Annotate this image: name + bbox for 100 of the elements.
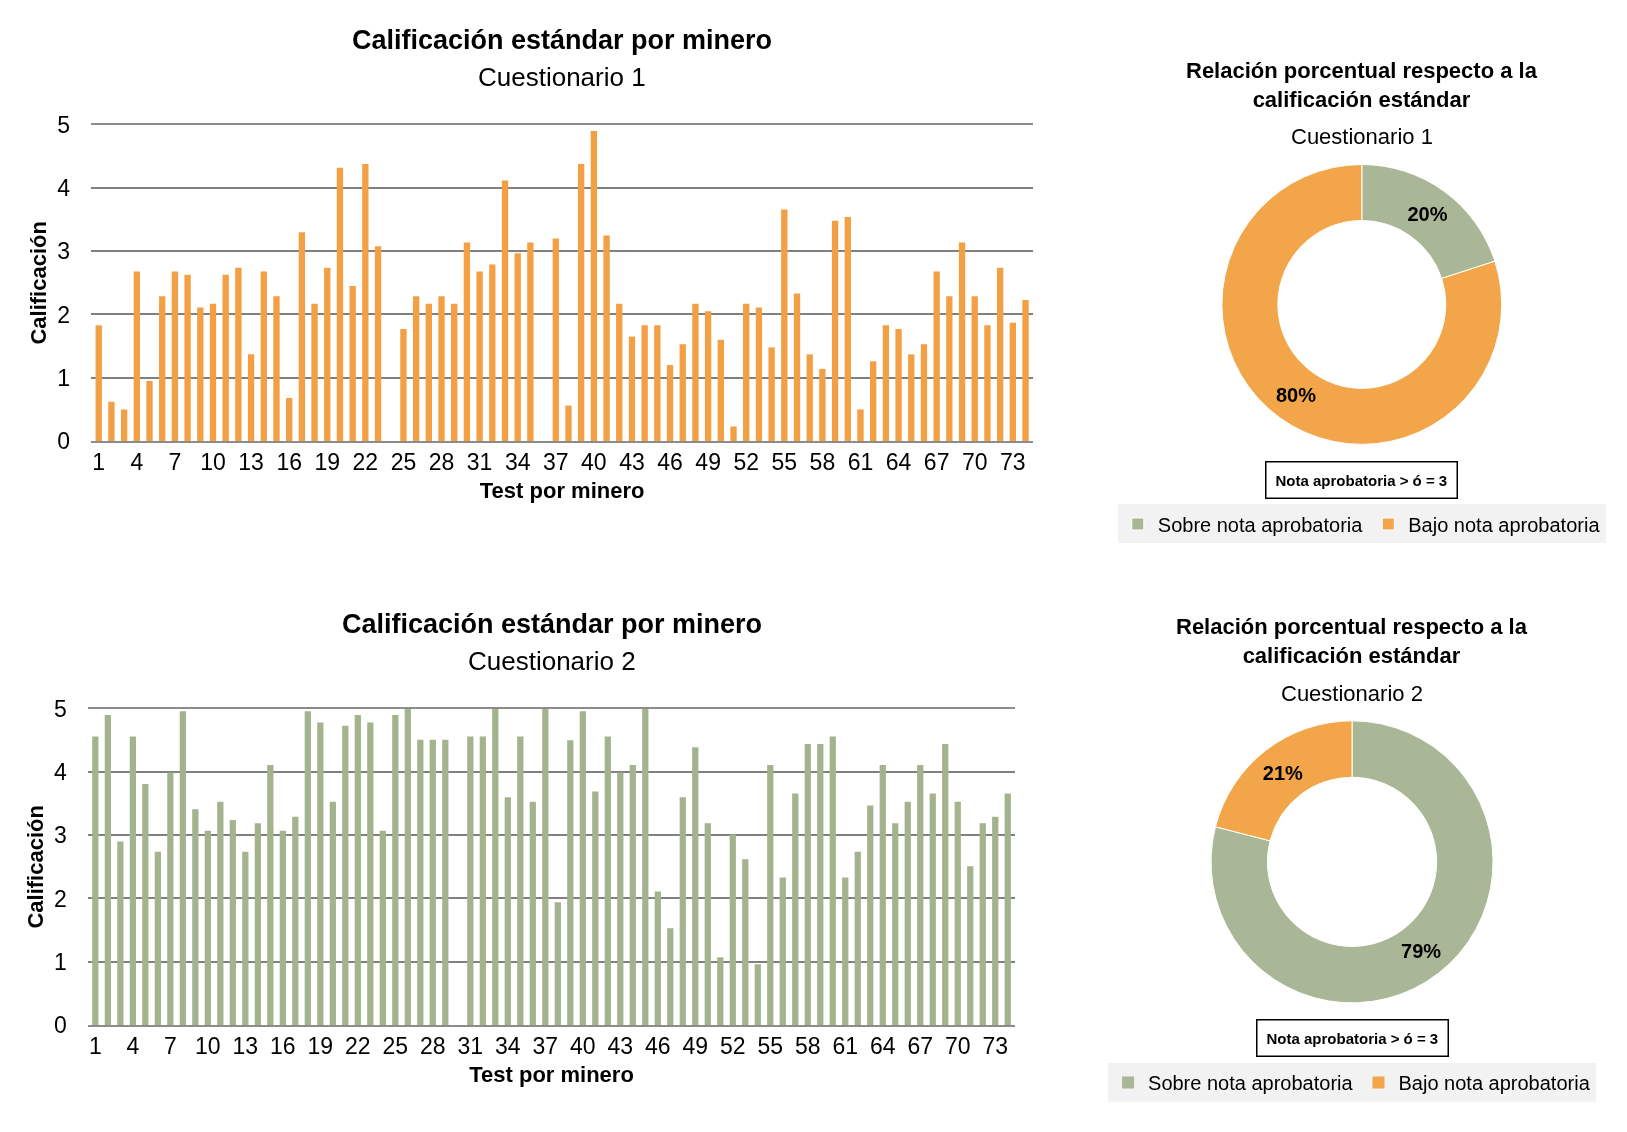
bar — [492, 708, 499, 1025]
bar — [504, 797, 511, 1025]
chart-title: Calificación estándar por minero — [342, 609, 763, 639]
bar — [942, 744, 949, 1025]
bar — [754, 964, 761, 1025]
bar — [142, 783, 149, 1025]
bar — [222, 274, 229, 442]
x-tick-label: 7 — [168, 449, 182, 476]
bar — [617, 772, 624, 1025]
bar — [742, 859, 749, 1025]
y-tick-label: 5 — [54, 695, 67, 722]
x-tick-label: 22 — [352, 449, 379, 476]
bar — [642, 708, 649, 1025]
bar — [641, 325, 648, 442]
bar — [317, 722, 324, 1025]
bar — [542, 708, 549, 1025]
x-tick-label: 70 — [944, 1033, 971, 1060]
bar — [279, 830, 286, 1025]
chart-subtitle: Cuestionario 1 — [478, 62, 646, 92]
bar — [567, 740, 574, 1025]
bar — [267, 764, 274, 1025]
chart-subtitle: Cuestionario 1 — [1291, 124, 1433, 149]
y-tick-label: 0 — [54, 1012, 67, 1039]
bar — [235, 267, 242, 442]
bar — [367, 722, 374, 1025]
x-tick-label: 1 — [88, 1033, 102, 1060]
x-tick-label: 43 — [607, 1033, 634, 1060]
bar — [679, 797, 686, 1025]
bar — [592, 791, 599, 1025]
x-axis-title: Test por minero — [469, 1061, 634, 1087]
x-tick-label: 67 — [907, 1033, 934, 1060]
y-tick-label: 2 — [54, 885, 67, 912]
bar — [1004, 793, 1011, 1025]
bar — [781, 209, 788, 442]
x-tick-label: 37 — [532, 1033, 559, 1060]
bar — [529, 801, 536, 1025]
x-tick-label: 31 — [466, 449, 493, 476]
x-tick-label: 34 — [495, 1033, 521, 1060]
bar — [451, 303, 458, 442]
chart-subtitle: Cuestionario 2 — [468, 646, 636, 676]
bar — [603, 235, 610, 442]
x-tick-label: 73 — [1000, 449, 1026, 476]
bar — [717, 339, 724, 442]
bar — [867, 805, 874, 1025]
x-tick-label: 4 — [126, 1033, 140, 1060]
x-tick-label: 49 — [682, 1033, 709, 1060]
x-tick-label: 19 — [307, 1033, 334, 1060]
legend-label: Bajo nota aprobatoria — [1408, 513, 1601, 536]
bar — [117, 841, 124, 1025]
bar — [442, 739, 449, 1025]
bar — [730, 426, 737, 442]
bar — [167, 772, 174, 1025]
x-tick-label: 52 — [719, 1033, 746, 1060]
bar — [920, 344, 928, 442]
y-tick-label: 1 — [57, 364, 71, 391]
bar — [254, 823, 261, 1025]
y-tick-label: 5 — [57, 111, 71, 138]
bar — [984, 325, 991, 442]
legend-label: Bajo nota aprobatoria — [1398, 1072, 1591, 1095]
x-tick-label: 25 — [390, 449, 417, 476]
y-tick-label: 4 — [57, 175, 71, 202]
bar — [831, 220, 839, 442]
bar — [192, 809, 199, 1025]
bar — [604, 736, 611, 1025]
x-tick-label: 55 — [757, 1033, 784, 1060]
bar — [400, 329, 407, 442]
x-tick-label: 49 — [695, 449, 721, 476]
data-label: 21% — [1262, 761, 1304, 784]
bar — [629, 764, 636, 1025]
bar — [311, 303, 318, 442]
x-tick-label: 58 — [809, 449, 836, 476]
bar — [197, 307, 204, 442]
bar — [870, 361, 877, 442]
x-tick-label: 7 — [163, 1033, 177, 1060]
bar — [842, 877, 849, 1025]
bar — [392, 715, 399, 1025]
bar — [579, 711, 586, 1025]
bar — [467, 736, 474, 1025]
bar — [514, 253, 521, 442]
bar — [829, 736, 836, 1025]
bar — [217, 801, 224, 1025]
bar — [92, 736, 99, 1025]
x-tick-label: 61 — [832, 1033, 859, 1060]
bar — [412, 296, 420, 442]
bar — [806, 354, 813, 442]
bar — [917, 764, 924, 1025]
bar — [417, 739, 424, 1025]
x-tick-label: 43 — [619, 449, 645, 476]
bar — [819, 368, 826, 442]
x-tick-label: 64 — [869, 1033, 896, 1060]
chart-subtitle: Cuestionario 2 — [1281, 681, 1423, 706]
bar — [767, 764, 774, 1025]
bar — [979, 823, 986, 1025]
bar — [1022, 299, 1029, 442]
x-tick-label: 73 — [982, 1033, 1009, 1060]
x-axis-title: Test por minero — [479, 477, 645, 503]
bar — [273, 296, 280, 442]
bar — [578, 163, 585, 442]
bar — [285, 398, 293, 442]
y-axis-title: Calificación — [22, 805, 48, 929]
